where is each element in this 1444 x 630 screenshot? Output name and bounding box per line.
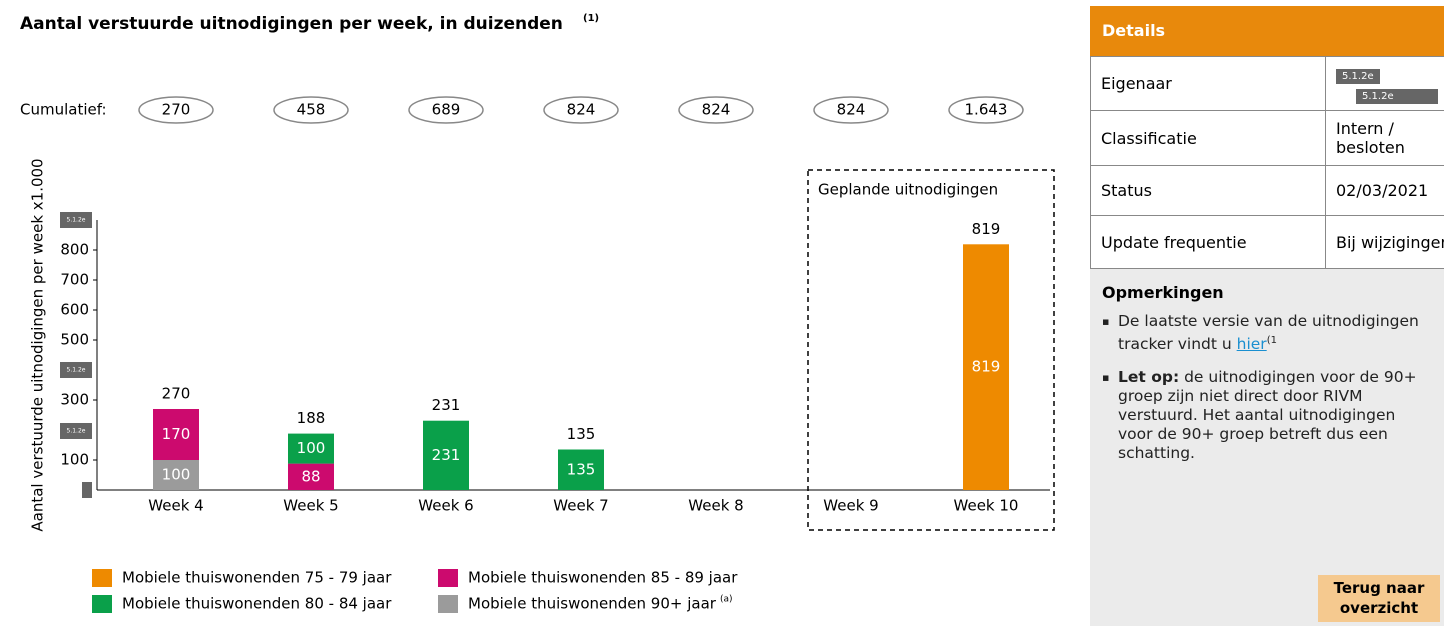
y-tick-label: 700 — [60, 271, 89, 289]
y-tick-label: 800 — [60, 241, 89, 259]
segment-label: 100 — [162, 466, 191, 484]
details-key: Eigenaar — [1091, 57, 1326, 111]
y-axis-label: Aantal verstuurde uitnodigingen per week… — [29, 158, 47, 531]
link[interactable]: hier — [1237, 335, 1267, 353]
segment-label: 100 — [297, 439, 326, 457]
total-label: 135 — [567, 425, 596, 443]
cumulative-value: 824 — [567, 101, 596, 119]
y-tick-label: 100 — [60, 451, 89, 469]
cumulative-value: 824 — [837, 101, 866, 119]
segment-label: 231 — [432, 446, 461, 464]
y-tick-label: 600 — [60, 301, 89, 319]
legend-swatch — [438, 569, 458, 587]
back-button[interactable]: Terug naar overzicht — [1318, 575, 1440, 622]
legend-swatch — [92, 595, 112, 613]
total-label: 188 — [297, 409, 326, 427]
details-key: Classificatie — [1091, 111, 1326, 166]
legend-label: Mobiele thuiswonenden 85 - 89 jaar — [468, 569, 738, 587]
cumulative-value: 270 — [162, 101, 191, 119]
cumulative-value: 458 — [297, 101, 326, 119]
redaction-text: 5.1.2e — [67, 217, 86, 224]
remark-bold: Let op: — [1118, 368, 1179, 386]
segment-label: 819 — [972, 358, 1001, 376]
redaction: 5.1.2e — [1336, 69, 1380, 84]
legend-label: Mobiele thuiswonenden 90+ jaar — [468, 595, 717, 613]
segment-label: 135 — [567, 460, 596, 478]
remarks: Opmerkingen De laatste versie van de uit… — [1090, 283, 1444, 463]
remark-text: De laatste versie van de uitnodigingen t… — [1118, 312, 1419, 353]
cumulative-label: Cumulatief: — [20, 101, 107, 119]
remark-note: (1 — [1267, 335, 1277, 346]
x-tick-label: Week 9 — [823, 497, 878, 515]
cumulative-value: 689 — [432, 101, 461, 119]
x-tick-label: Week 5 — [283, 497, 338, 515]
title-note: (1) — [583, 13, 599, 24]
annotation: Geplande uitnodigingen — [818, 181, 998, 199]
chart-title: Aantal verstuurde uitnodigingen per week… — [20, 14, 563, 34]
cumulative-value: 824 — [702, 101, 731, 119]
legend-note: (a) — [720, 595, 733, 605]
remarks-title: Opmerkingen — [1102, 283, 1444, 302]
redaction-text: 5.1.2e — [67, 428, 86, 435]
x-tick-label: Week 7 — [553, 497, 608, 515]
remark: Let op: de uitnodigingen voor de 90+ gro… — [1102, 368, 1432, 463]
details-value: Intern / besloten — [1326, 111, 1444, 166]
details-key: Update frequentie — [1091, 216, 1326, 269]
cumulative-value: 1.643 — [965, 101, 1008, 119]
details-value: 02/03/2021 — [1326, 166, 1444, 216]
total-label: 819 — [972, 220, 1001, 238]
details-key: Status — [1091, 166, 1326, 216]
details-row: Eigenaar 5.1.2e 5.1.2e — [1091, 57, 1444, 111]
y-tick-label: 500 — [60, 331, 89, 349]
redaction — [82, 482, 92, 498]
x-tick-label: Week 4 — [148, 497, 203, 515]
details-title: Details — [1090, 6, 1444, 56]
legend-swatch — [438, 595, 458, 613]
remarks-list: De laatste versie van de uitnodigingen t… — [1090, 312, 1444, 463]
x-tick-label: Week 6 — [418, 497, 473, 515]
redaction-text: 5.1.2e — [67, 367, 86, 374]
chart: Aantal verstuurde uitnodigingen per week… — [0, 0, 1080, 626]
x-tick-label: Week 8 — [688, 497, 743, 515]
redaction: 5.1.2e — [1356, 89, 1438, 104]
legend-label: Mobiele thuiswonenden 75 - 79 jaar — [122, 569, 392, 587]
legend-label: Mobiele thuiswonenden 80 - 84 jaar — [122, 595, 392, 613]
x-tick-label: Week 10 — [954, 497, 1019, 515]
legend-swatch — [92, 569, 112, 587]
segment-label: 88 — [301, 467, 320, 485]
details-value: Bij wijzigingen — [1326, 216, 1444, 269]
y-tick-label: 300 — [60, 391, 89, 409]
segment-label: 170 — [162, 425, 191, 443]
total-label: 231 — [432, 396, 461, 414]
total-label: 270 — [162, 385, 191, 403]
details-value: 5.1.2e 5.1.2e — [1326, 57, 1444, 111]
details-panel: Details Eigenaar 5.1.2e 5.1.2e Classificati… — [1090, 6, 1444, 626]
planned-box — [808, 170, 1054, 530]
remark: De laatste versie van de uitnodigingen t… — [1102, 312, 1432, 354]
